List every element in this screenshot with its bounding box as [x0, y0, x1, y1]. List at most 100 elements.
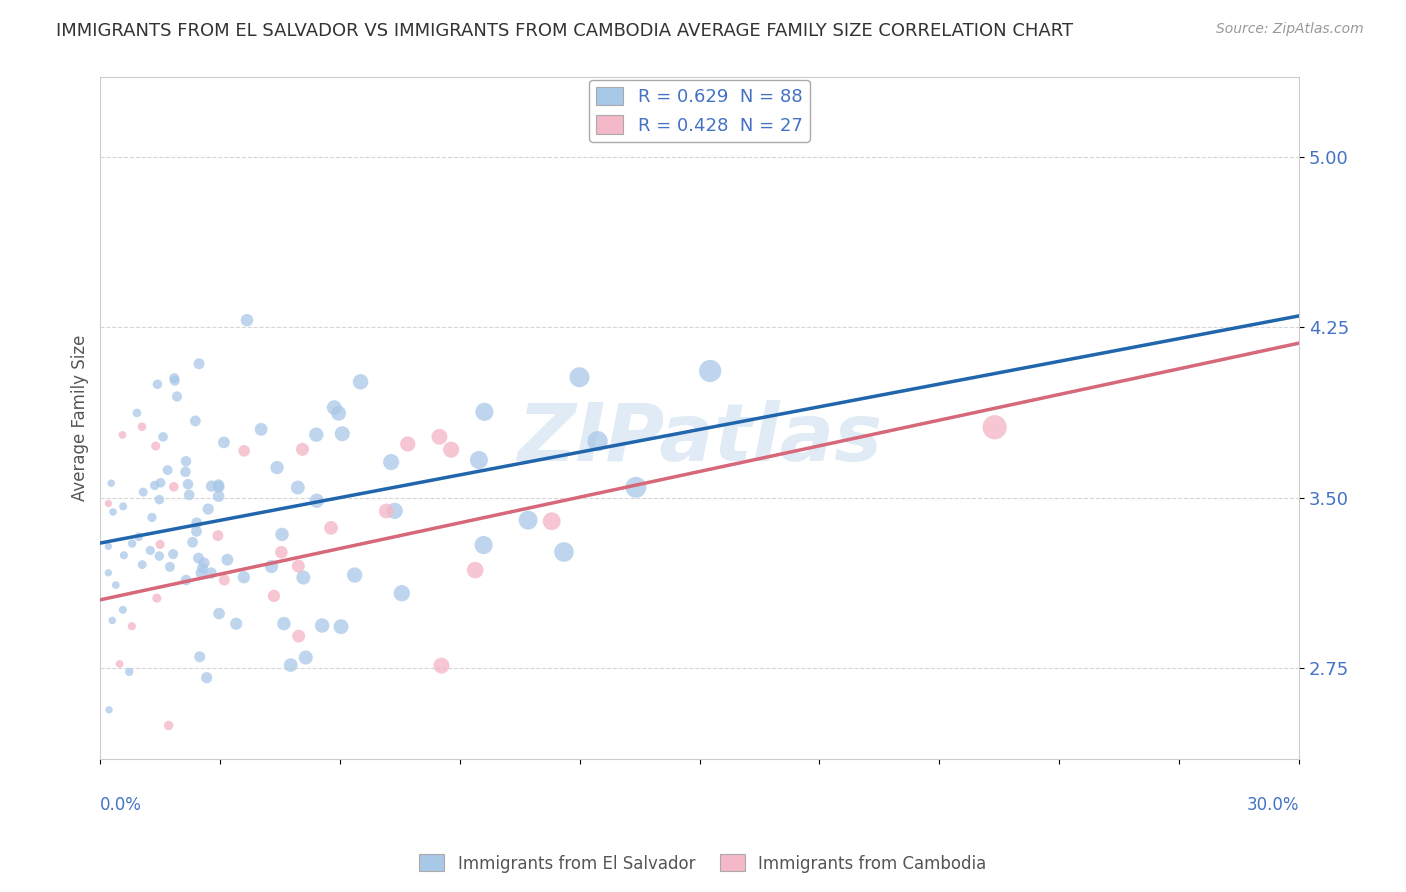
Point: [225, 616, 247, 631]
Point: [174, 454, 197, 468]
Point: [179, 488, 201, 502]
Point: [188, 649, 211, 664]
Point: [148, 492, 170, 507]
Point: [233, 443, 256, 458]
Point: [157, 718, 180, 732]
Point: [98, 703, 121, 717]
Point: [139, 543, 162, 558]
Legend: Immigrants from El Salvador, Immigrants from Cambodia: Immigrants from El Salvador, Immigrants …: [412, 847, 994, 880]
Point: [193, 556, 215, 570]
Point: [112, 549, 135, 563]
Point: [440, 442, 463, 457]
Point: [197, 502, 219, 516]
Point: [174, 573, 197, 587]
Point: [118, 665, 141, 679]
Point: [280, 658, 302, 673]
Point: [271, 527, 294, 541]
Point: [131, 558, 153, 572]
Point: [699, 364, 721, 378]
Point: [156, 463, 179, 477]
Point: [305, 493, 328, 508]
Point: [983, 420, 1005, 434]
Text: IMMIGRANTS FROM EL SALVADOR VS IMMIGRANTS FROM CAMBODIA AVERAGE FAMILY SIZE CORR: IMMIGRANTS FROM EL SALVADOR VS IMMIGRANT…: [56, 22, 1073, 40]
Point: [540, 514, 562, 528]
Point: [191, 561, 214, 575]
Point: [195, 671, 218, 685]
Point: [270, 545, 292, 559]
Point: [112, 500, 135, 514]
Point: [464, 563, 486, 577]
Point: [214, 573, 236, 587]
Point: [149, 475, 172, 490]
Point: [146, 377, 169, 392]
Point: [163, 374, 186, 388]
Point: [311, 618, 333, 632]
Point: [190, 566, 212, 580]
Point: [125, 406, 148, 420]
Point: [166, 390, 188, 404]
Point: [159, 560, 181, 574]
Point: [101, 505, 124, 519]
Point: [186, 524, 208, 539]
Point: [287, 559, 309, 574]
Point: [343, 568, 366, 582]
Point: [330, 620, 353, 634]
Point: [323, 401, 346, 415]
Point: [131, 419, 153, 434]
Point: [145, 439, 167, 453]
Point: [217, 552, 239, 566]
Point: [111, 428, 134, 442]
Point: [287, 629, 309, 643]
Point: [162, 547, 184, 561]
Point: [380, 455, 402, 469]
Text: Source: ZipAtlas.com: Source: ZipAtlas.com: [1216, 22, 1364, 37]
Point: [384, 504, 406, 518]
Point: [174, 465, 197, 479]
Point: [97, 496, 120, 510]
Point: [212, 435, 235, 450]
Point: [132, 485, 155, 500]
Point: [328, 406, 350, 420]
Point: [163, 480, 186, 494]
Point: [200, 479, 222, 493]
Point: [517, 513, 540, 527]
Point: [97, 566, 120, 580]
Point: [181, 535, 204, 549]
Text: ZIPatlas: ZIPatlas: [517, 400, 882, 477]
Point: [100, 476, 122, 491]
Point: [250, 422, 273, 436]
Text: 0.0%: 0.0%: [100, 797, 142, 814]
Point: [586, 434, 609, 449]
Y-axis label: Average Family Size: Average Family Size: [72, 334, 89, 501]
Point: [291, 442, 314, 457]
Point: [208, 480, 231, 494]
Point: [236, 313, 259, 327]
Point: [472, 538, 495, 552]
Point: [568, 370, 591, 384]
Point: [208, 607, 231, 621]
Point: [330, 426, 353, 441]
Point: [207, 528, 229, 542]
Point: [163, 371, 186, 385]
Point: [624, 480, 647, 494]
Point: [187, 551, 209, 566]
Point: [391, 586, 413, 600]
Point: [97, 539, 120, 553]
Point: [200, 566, 222, 580]
Point: [186, 516, 208, 530]
Point: [108, 657, 131, 671]
Point: [148, 549, 170, 563]
Point: [111, 603, 134, 617]
Legend: R = 0.629  N = 88, R = 0.428  N = 27: R = 0.629 N = 88, R = 0.428 N = 27: [589, 79, 810, 142]
Point: [232, 570, 254, 584]
Point: [266, 460, 288, 475]
Point: [184, 414, 207, 428]
Point: [396, 437, 419, 451]
Point: [305, 427, 328, 442]
Point: [101, 614, 124, 628]
Point: [121, 536, 143, 550]
Point: [468, 453, 491, 467]
Point: [143, 478, 166, 492]
Point: [263, 589, 285, 603]
Point: [553, 545, 575, 559]
